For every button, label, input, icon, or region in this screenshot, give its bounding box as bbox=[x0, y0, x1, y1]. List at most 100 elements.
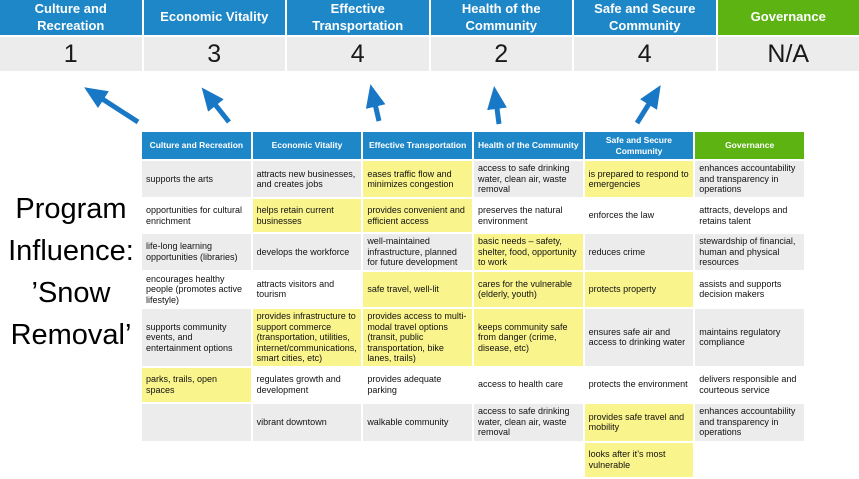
matrix-cell-r8-c4 bbox=[473, 442, 584, 478]
matrix-cell-r3-c4: basic needs – safety, shelter, food, opp… bbox=[473, 233, 584, 271]
program-title-line: Removal’ bbox=[0, 314, 142, 356]
scorecard-header-label: Health of the Community bbox=[437, 1, 567, 34]
matrix-cell-r3-c3: well-maintained infrastructure, planned … bbox=[362, 233, 473, 271]
matrix-header-col2: Economic Vitality bbox=[252, 131, 363, 160]
matrix-header-col1: Culture and Recreation bbox=[141, 131, 252, 160]
matrix-cell-r7-c4: access to safe drinking water, clean air… bbox=[473, 403, 584, 442]
matrix-cell-r8-c1 bbox=[141, 442, 252, 478]
matrix-cell-r4-c6: assists and supports decision makers bbox=[694, 271, 805, 309]
program-title-line: Program bbox=[0, 188, 142, 230]
matrix-cell-r6-c1: parks, trails, open spaces bbox=[141, 367, 252, 403]
scorecard-header-label: Safe and Secure Community bbox=[580, 1, 710, 34]
program-title-line: Influence: bbox=[0, 230, 142, 272]
matrix-header-col6: Governance bbox=[694, 131, 805, 160]
scorecard-column-safe: Safe and Secure Community 4 bbox=[574, 0, 716, 71]
matrix-cell-r4-c4: cares for the vulnerable (elderly, youth… bbox=[473, 271, 584, 309]
scorecard-column-economic: Economic Vitality 3 bbox=[144, 0, 286, 71]
influence-arrows bbox=[0, 80, 859, 135]
matrix-cell-r1-c2: attracts new businesses, and creates job… bbox=[252, 160, 363, 198]
matrix-cell-r4-c5: protects property bbox=[584, 271, 695, 309]
scorecard-header-label: Economic Vitality bbox=[160, 9, 268, 25]
scorecard-column-transportation: Effective Transportation 4 bbox=[287, 0, 429, 71]
program-title-line: ’Snow bbox=[0, 272, 142, 314]
matrix-cell-r5-c3: provides access to multi-modal travel op… bbox=[362, 308, 473, 367]
matrix-cell-r4-c2: attracts visitors and tourism bbox=[252, 271, 363, 309]
scorecard-score-transportation: 4 bbox=[287, 37, 429, 71]
matrix-cell-r5-c6: maintains regulatory compliance bbox=[694, 308, 805, 367]
matrix-cell-r8-c6 bbox=[694, 442, 805, 478]
matrix-header-col4: Health of the Community bbox=[473, 131, 584, 160]
score-value: 4 bbox=[351, 40, 365, 69]
matrix-cell-r2-c6: attracts, develops and retains talent bbox=[694, 198, 805, 233]
scorecard-header-transportation: Effective Transportation bbox=[287, 0, 429, 37]
score-value: 1 bbox=[64, 40, 78, 69]
matrix-cell-r7-c2: vibrant downtown bbox=[252, 403, 363, 442]
matrix-cell-r2-c5: enforces the law bbox=[584, 198, 695, 233]
matrix-cell-r7-c3: walkable community bbox=[362, 403, 473, 442]
matrix-row-3: life-long learning opportunities (librar… bbox=[141, 233, 805, 271]
matrix-cell-r1-c5: is prepared to respond to emergencies bbox=[584, 160, 695, 198]
matrix-cell-r8-c2 bbox=[252, 442, 363, 478]
scorecard-header-label: Governance bbox=[751, 9, 826, 25]
matrix-cell-r1-c1: supports the arts bbox=[141, 160, 252, 198]
matrix-cell-r2-c2: helps retain current businesses bbox=[252, 198, 363, 233]
matrix-cell-r3-c1: life-long learning opportunities (librar… bbox=[141, 233, 252, 271]
scorecard-column-health: Health of the Community 2 bbox=[431, 0, 573, 71]
program-title: Program Influence: ’Snow Removal’ bbox=[0, 188, 142, 356]
score-value: N/A bbox=[767, 40, 809, 69]
matrix-cell-r8-c3 bbox=[362, 442, 473, 478]
matrix-cell-r6-c6: delivers responsible and courteous servi… bbox=[694, 367, 805, 403]
scorecard-score-safe: 4 bbox=[574, 37, 716, 71]
arrow-safe-icon bbox=[637, 91, 657, 123]
scorecard-header-economic: Economic Vitality bbox=[144, 0, 286, 37]
matrix-cell-r8-c5: looks after it’s most vulnerable bbox=[584, 442, 695, 478]
score-value: 2 bbox=[494, 40, 508, 69]
matrix-row-5: supports community events, and entertain… bbox=[141, 308, 805, 367]
matrix-cell-r4-c3: safe travel, well-lit bbox=[362, 271, 473, 309]
scorecard-score-economic: 3 bbox=[144, 37, 286, 71]
matrix-cell-r2-c3: provides convenient and efficient access bbox=[362, 198, 473, 233]
arrow-economic-icon bbox=[206, 93, 229, 122]
arrow-transportation-icon bbox=[372, 91, 379, 121]
matrix-cell-r1-c6: enhances accountability and transparency… bbox=[694, 160, 805, 198]
matrix-cell-r6-c5: protects the environment bbox=[584, 367, 695, 403]
matrix-header-col3: Effective Transportation bbox=[362, 131, 473, 160]
score-value: 3 bbox=[207, 40, 221, 69]
score-value: 4 bbox=[638, 40, 652, 69]
scorecard-header-governance: Governance bbox=[718, 0, 859, 37]
matrix-cell-r6-c2: regulates growth and development bbox=[252, 367, 363, 403]
matrix-cell-r6-c4: access to health care bbox=[473, 367, 584, 403]
matrix-cell-r6-c3: provides adequate parking bbox=[362, 367, 473, 403]
matrix-cell-r5-c5: ensures safe air and access to drinking … bbox=[584, 308, 695, 367]
scorecard-score-health: 2 bbox=[431, 37, 573, 71]
scorecard-score-culture: 1 bbox=[0, 37, 142, 71]
matrix-cell-r1-c4: access to safe drinking water, clean air… bbox=[473, 160, 584, 198]
matrix-cell-r3-c6: stewardship of financial, human and phys… bbox=[694, 233, 805, 271]
arrow-culture-icon bbox=[90, 91, 138, 122]
scorecard-header-label: Effective Transportation bbox=[293, 1, 423, 34]
matrix-cell-r4-c1: encourages healthy people (promotes acti… bbox=[141, 271, 252, 309]
matrix-cell-r3-c2: develops the workforce bbox=[252, 233, 363, 271]
matrix-cell-r1-c3: eases traffic flow and minimizes congest… bbox=[362, 160, 473, 198]
scorecard-score-governance: N/A bbox=[718, 37, 859, 71]
matrix-cell-r5-c4: keeps community safe from danger (crime,… bbox=[473, 308, 584, 367]
matrix-row-8: looks after it’s most vulnerable bbox=[141, 442, 805, 478]
scorecard-header-safe: Safe and Secure Community bbox=[574, 0, 716, 37]
scorecard-header-culture: Culture and Recreation bbox=[0, 0, 142, 37]
matrix-cell-r2-c4: preserves the natural environment bbox=[473, 198, 584, 233]
arrow-health-icon bbox=[495, 93, 499, 124]
matrix-cell-r7-c6: enhances accountability and transparency… bbox=[694, 403, 805, 442]
matrix-header-col5: Safe and Secure Community bbox=[584, 131, 695, 160]
matrix-cell-r7-c1 bbox=[141, 403, 252, 442]
matrix-cell-r7-c5: provides safe travel and mobility bbox=[584, 403, 695, 442]
scorecard-column-governance: Governance N/A bbox=[718, 0, 859, 71]
scorecard-header-health: Health of the Community bbox=[431, 0, 573, 37]
scorecard: Culture and Recreation 1 Economic Vitali… bbox=[0, 0, 859, 71]
scorecard-column-culture: Culture and Recreation 1 bbox=[0, 0, 142, 71]
